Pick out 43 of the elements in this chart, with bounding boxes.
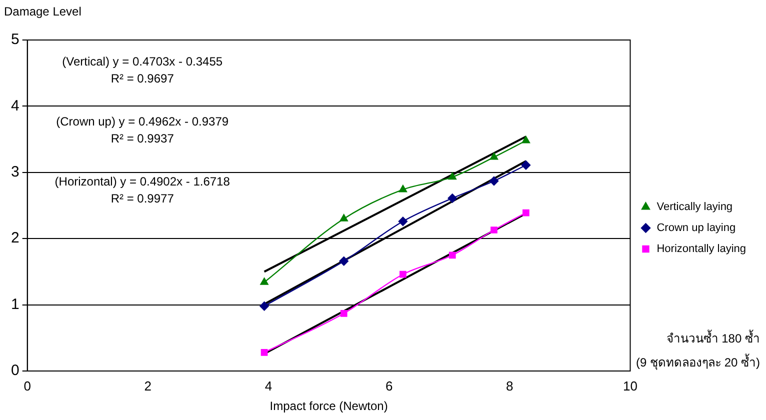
y-tick-label: 0 — [11, 362, 20, 380]
legend-label: Vertically laying — [656, 201, 733, 214]
x-tick-label: 2 — [144, 378, 152, 394]
annotation: (Horizontal) y = 0.4902x - 1.6718 — [54, 174, 230, 188]
point — [490, 152, 498, 160]
legend-label: Crown up laying — [656, 222, 736, 234]
x-axis-title: Impact force (Newton) — [270, 399, 388, 414]
point — [340, 310, 348, 317]
point — [339, 256, 348, 266]
point — [340, 214, 348, 222]
y-tick-label: 5 — [11, 31, 20, 48]
y-tick-label: 2 — [11, 230, 20, 247]
annotation: R² = 0.9937 — [110, 131, 174, 146]
y-axis-title: Damage Level — [4, 4, 82, 18]
point — [489, 176, 499, 186]
x-tick-label: 10 — [623, 378, 638, 394]
annotation: (Crown up) y = 0.4962x - 0.9379 — [56, 114, 229, 128]
y-tick-label: 3 — [11, 164, 20, 181]
annotation: (Vertical) y = 0.4703x - 0.3455 — [62, 54, 223, 68]
y-tick-label: 1 — [11, 296, 20, 313]
x-tick-label: 6 — [385, 378, 393, 394]
legend-label: Horizontally laying — [656, 243, 746, 256]
point — [448, 194, 457, 203]
x-tick-label: 0 — [24, 378, 31, 394]
point — [398, 185, 408, 192]
y-tick-label: 4 — [11, 97, 20, 114]
point — [260, 278, 268, 285]
annotation: R² = 0.9977 — [110, 191, 174, 206]
point — [448, 252, 456, 259]
x-tick-label: 4 — [264, 378, 272, 394]
point — [521, 160, 531, 170]
point — [400, 270, 406, 278]
point — [522, 136, 530, 144]
point — [398, 216, 408, 226]
text: (9 ชุดทดลองๆละ 20 ซ้ำ) — [636, 353, 760, 370]
x-tick-label: 8 — [506, 378, 514, 394]
point — [260, 349, 268, 356]
text: จำนวนซ้ำ 180 ซ้ำ — [666, 329, 760, 346]
annotation: R² = 0.9697 — [110, 71, 174, 86]
point — [490, 226, 498, 234]
point — [522, 209, 530, 216]
point — [448, 172, 456, 180]
point — [260, 302, 269, 311]
